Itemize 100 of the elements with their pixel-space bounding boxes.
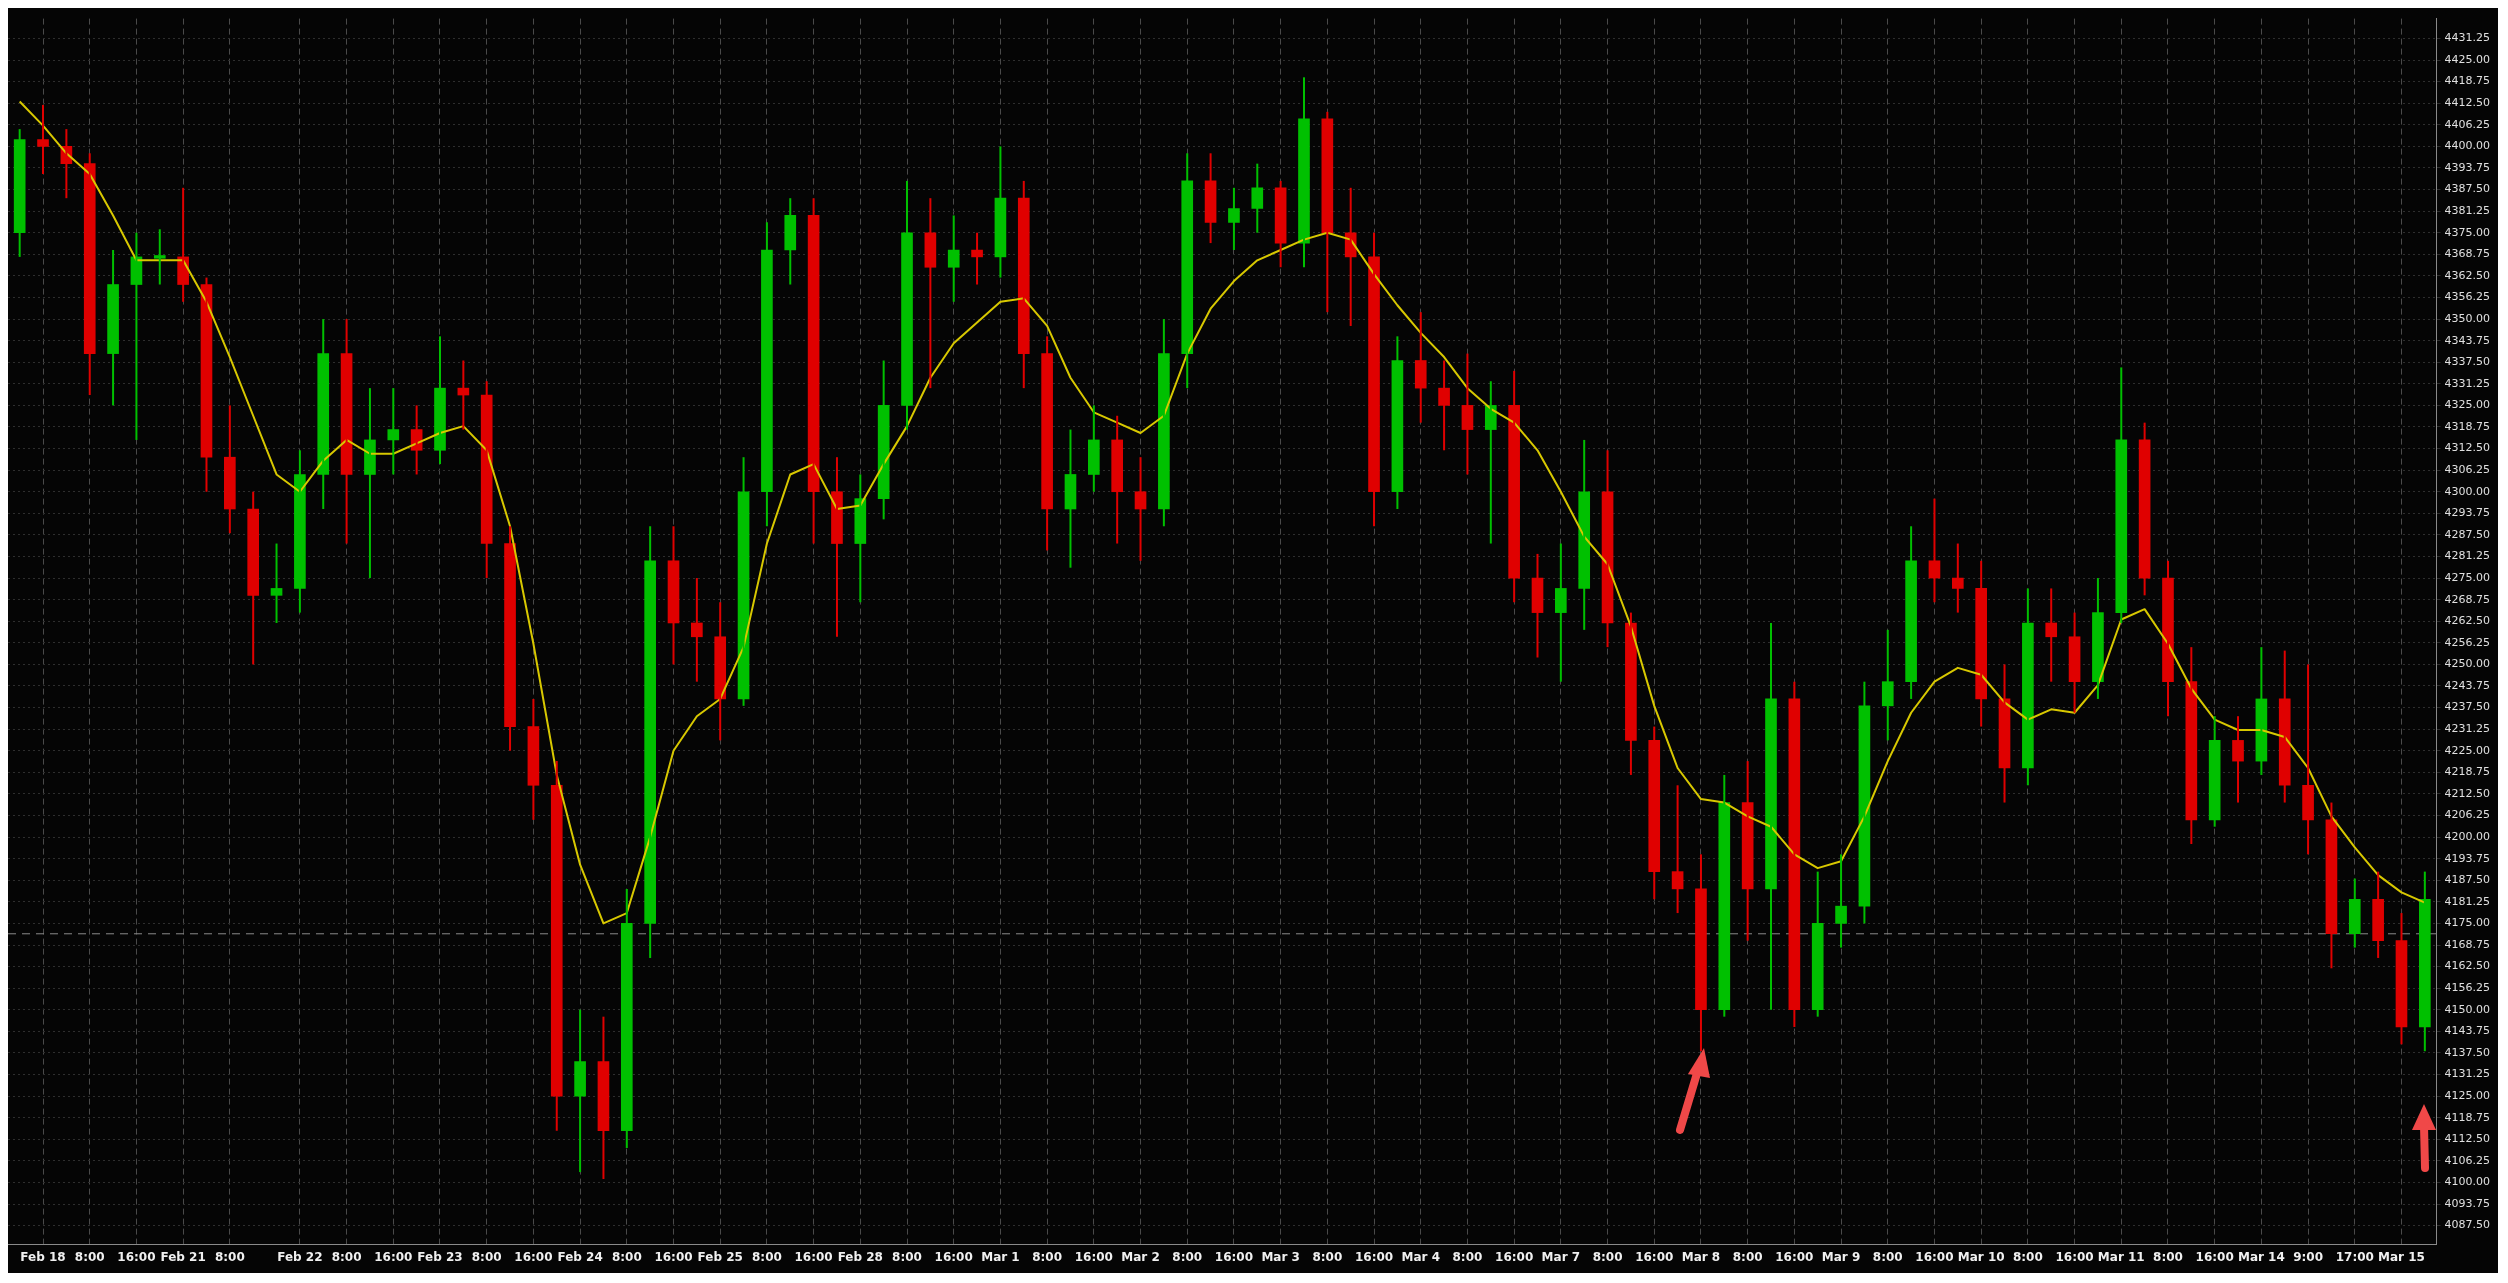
y-tick-label: 4387.50 <box>2444 182 2491 196</box>
x-tick-label: 8:00 <box>331 1249 362 1264</box>
y-tick-label: 4175.00 <box>2444 916 2491 930</box>
y-tick-label: 4406.25 <box>2444 117 2491 131</box>
x-tick-label: 16:00 <box>1495 1249 1534 1264</box>
x-tick-label: 8:00 <box>74 1249 105 1264</box>
x-tick-label: 8:00 <box>611 1249 642 1264</box>
y-tick-label: 4231.25 <box>2444 722 2491 736</box>
y-tick-label: 4262.50 <box>2444 614 2491 628</box>
x-tick-label: 8:00 <box>1032 1249 1063 1264</box>
x-tick-label: Feb 23 <box>417 1249 463 1264</box>
y-tick-label: 4275.00 <box>2444 570 2491 584</box>
y-tick-label: 4281.25 <box>2444 549 2491 563</box>
x-tick-label: Mar 3 <box>1261 1249 1300 1264</box>
y-tick-label: 4412.50 <box>2444 96 2491 110</box>
y-tick-label: 4368.75 <box>2444 247 2491 261</box>
x-tick-label: 16:00 <box>2055 1249 2094 1264</box>
x-tick-label: Mar 7 <box>1541 1249 1581 1264</box>
y-tick-label: 4375.00 <box>2444 225 2491 239</box>
y-tick-label: 4218.75 <box>2444 765 2491 779</box>
x-tick-label: 16:00 <box>934 1249 973 1264</box>
x-tick-label: 16:00 <box>2195 1249 2234 1264</box>
x-tick-label: Feb 24 <box>557 1249 603 1264</box>
y-tick-label: 4150.00 <box>2444 1002 2491 1016</box>
y-tick-label: 4312.50 <box>2444 441 2491 455</box>
x-tick-label: Feb 22 <box>277 1249 323 1264</box>
y-tick-label: 4193.75 <box>2444 851 2491 865</box>
x-tick-label: 8:00 <box>1452 1249 1483 1264</box>
y-tick-label: 4250.00 <box>2444 657 2491 671</box>
y-tick-label: 4287.50 <box>2444 527 2491 541</box>
y-tick-label: 4318.75 <box>2444 419 2491 433</box>
x-tick-label: 8:00 <box>892 1249 922 1264</box>
y-tick-label: 4093.75 <box>2444 1196 2491 1210</box>
y-tick-label: 4087.50 <box>2444 1218 2491 1232</box>
x-tick-label: 8:00 <box>214 1249 245 1264</box>
y-tick-label: 4431.25 <box>2444 31 2491 45</box>
y-tick-label: 4162.50 <box>2444 959 2491 973</box>
y-tick-label: 4325.00 <box>2444 398 2491 412</box>
x-tick-label: Mar 1 <box>981 1249 1020 1264</box>
x-tick-label: Mar 14 <box>2237 1249 2285 1264</box>
y-tick-label: 4200.00 <box>2444 829 2491 843</box>
y-tick-label: 4206.25 <box>2444 808 2491 822</box>
x-tick-label: 8:00 <box>471 1249 502 1264</box>
x-tick-label: Mar 8 <box>1681 1249 1721 1264</box>
x-tick-label: 9:00 <box>2293 1249 2324 1264</box>
y-tick-label: 4337.50 <box>2444 355 2491 369</box>
x-tick-label: 16:00 <box>117 1249 156 1264</box>
y-tick-label: 4187.50 <box>2444 873 2491 887</box>
x-tick-label: 16:00 <box>1775 1249 1814 1264</box>
x-tick-label: 8:00 <box>2012 1249 2043 1264</box>
x-tick-label: 8:00 <box>1312 1249 1343 1264</box>
y-tick-label: 4256.25 <box>2444 635 2491 649</box>
y-tick-label: 4356.25 <box>2444 290 2491 304</box>
x-tick-label: 8:00 <box>1172 1249 1203 1264</box>
y-tick-label: 4156.25 <box>2444 981 2491 995</box>
y-tick-label: 4400.00 <box>2444 139 2491 153</box>
y-tick-label: 4125.00 <box>2444 1088 2491 1102</box>
x-tick-label: 17:00 <box>2335 1249 2374 1264</box>
x-tick-label: 16:00 <box>1635 1249 1674 1264</box>
x-tick-label: 16:00 <box>794 1249 833 1264</box>
x-tick-label: 8:00 <box>751 1249 782 1264</box>
candlestick <box>153 229 166 285</box>
y-tick-label: 4425.00 <box>2444 52 2491 66</box>
y-tick-label: 4112.50 <box>2444 1132 2491 1146</box>
x-tick-label: Mar 11 <box>2097 1249 2145 1264</box>
x-tick-label: Feb 25 <box>697 1249 743 1264</box>
y-tick-label: 4381.25 <box>2444 203 2491 217</box>
y-tick-label: 4168.75 <box>2444 937 2491 951</box>
y-tick-label: 4237.50 <box>2444 700 2491 714</box>
x-tick-label: 8:00 <box>1872 1249 1903 1264</box>
x-tick-label: 16:00 <box>654 1249 693 1264</box>
y-tick-label: 4106.25 <box>2444 1153 2491 1167</box>
y-tick-label: 4212.50 <box>2444 786 2491 800</box>
x-tick-label: 8:00 <box>1732 1249 1763 1264</box>
y-tick-label: 4293.75 <box>2444 506 2491 520</box>
y-tick-label: 4331.25 <box>2444 376 2491 390</box>
x-tick-label: Mar 15 <box>2378 1249 2425 1264</box>
y-tick-label: 4243.75 <box>2444 678 2491 692</box>
x-tick-label: 16:00 <box>514 1249 553 1264</box>
y-tick-label: 4343.75 <box>2444 333 2491 347</box>
x-tick-label: Feb 21 <box>160 1249 206 1264</box>
x-tick-label: 16:00 <box>374 1249 413 1264</box>
x-tick-label: 8:00 <box>1592 1249 1623 1264</box>
x-tick-label: Mar 4 <box>1401 1249 1440 1264</box>
y-tick-label: 4137.50 <box>2444 1045 2491 1059</box>
y-tick-label: 4300.00 <box>2444 484 2491 498</box>
y-tick-label: 4181.25 <box>2444 894 2491 908</box>
y-tick-label: 4268.75 <box>2444 592 2491 606</box>
x-tick-label: 16:00 <box>1915 1249 1954 1264</box>
candlestick <box>37 104 49 175</box>
x-tick-label: Feb 18 <box>20 1249 66 1264</box>
x-tick-label: 8:00 <box>2153 1249 2183 1264</box>
x-tick-label: Feb 28 <box>837 1249 883 1264</box>
y-tick-label: 4143.75 <box>2444 1024 2491 1038</box>
y-tick-label: 4350.00 <box>2444 311 2491 325</box>
y-tick-label: 4418.75 <box>2444 74 2491 88</box>
y-tick-label: 4131.25 <box>2444 1067 2491 1081</box>
x-tick-label: Mar 9 <box>1821 1249 1861 1264</box>
x-tick-label: Mar 2 <box>1121 1249 1160 1264</box>
x-tick-label: 16:00 <box>1214 1249 1254 1264</box>
